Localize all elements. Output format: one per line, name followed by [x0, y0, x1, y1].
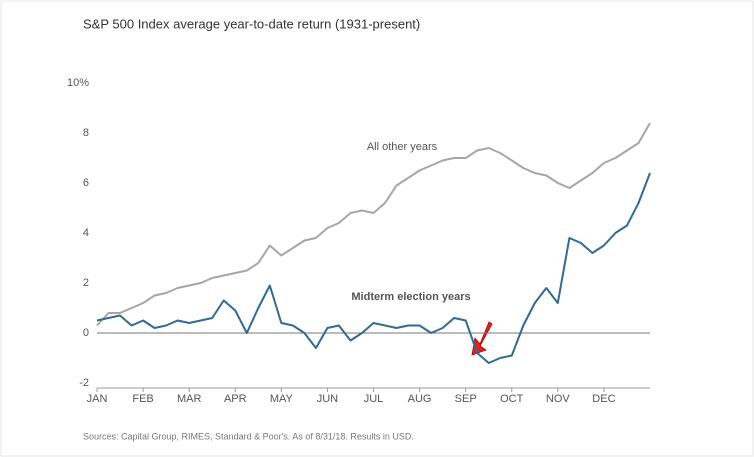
y-tick-label: 2: [83, 277, 89, 289]
series-line: [96, 172, 651, 364]
x-tick-label: SEP: [455, 393, 477, 405]
chart-title: S&P 500 Index average year-to-date retur…: [83, 16, 420, 31]
series-line: [96, 122, 651, 327]
x-tick-label: NOV: [546, 393, 571, 405]
y-tick-label: 6: [83, 177, 89, 189]
y-tick-label: -2: [79, 377, 89, 389]
x-tick-label: MAR: [177, 393, 202, 405]
x-tick-label: DEC: [592, 393, 615, 405]
y-tick-label: 4: [83, 227, 89, 239]
y-tick-label: 10%: [67, 77, 89, 89]
source-note: Sources: Capital Group, RIMES, Standard …: [83, 431, 414, 441]
x-tick-label: APR: [224, 393, 247, 405]
y-tick-label: 0: [83, 327, 89, 339]
series-label: Midterm election years: [351, 291, 470, 303]
x-tick-label: OCT: [500, 393, 524, 405]
series-label: All other years: [367, 141, 438, 153]
x-tick-label: JUN: [317, 393, 338, 405]
x-tick-label: MAY: [270, 393, 294, 405]
x-tick-label: JUL: [364, 393, 384, 405]
red-arrow: [471, 321, 493, 356]
y-tick-label: 8: [83, 127, 89, 139]
x-tick-label: FEB: [132, 393, 153, 405]
x-tick-label: AUG: [408, 393, 432, 405]
x-tick-label: JAN: [87, 393, 108, 405]
